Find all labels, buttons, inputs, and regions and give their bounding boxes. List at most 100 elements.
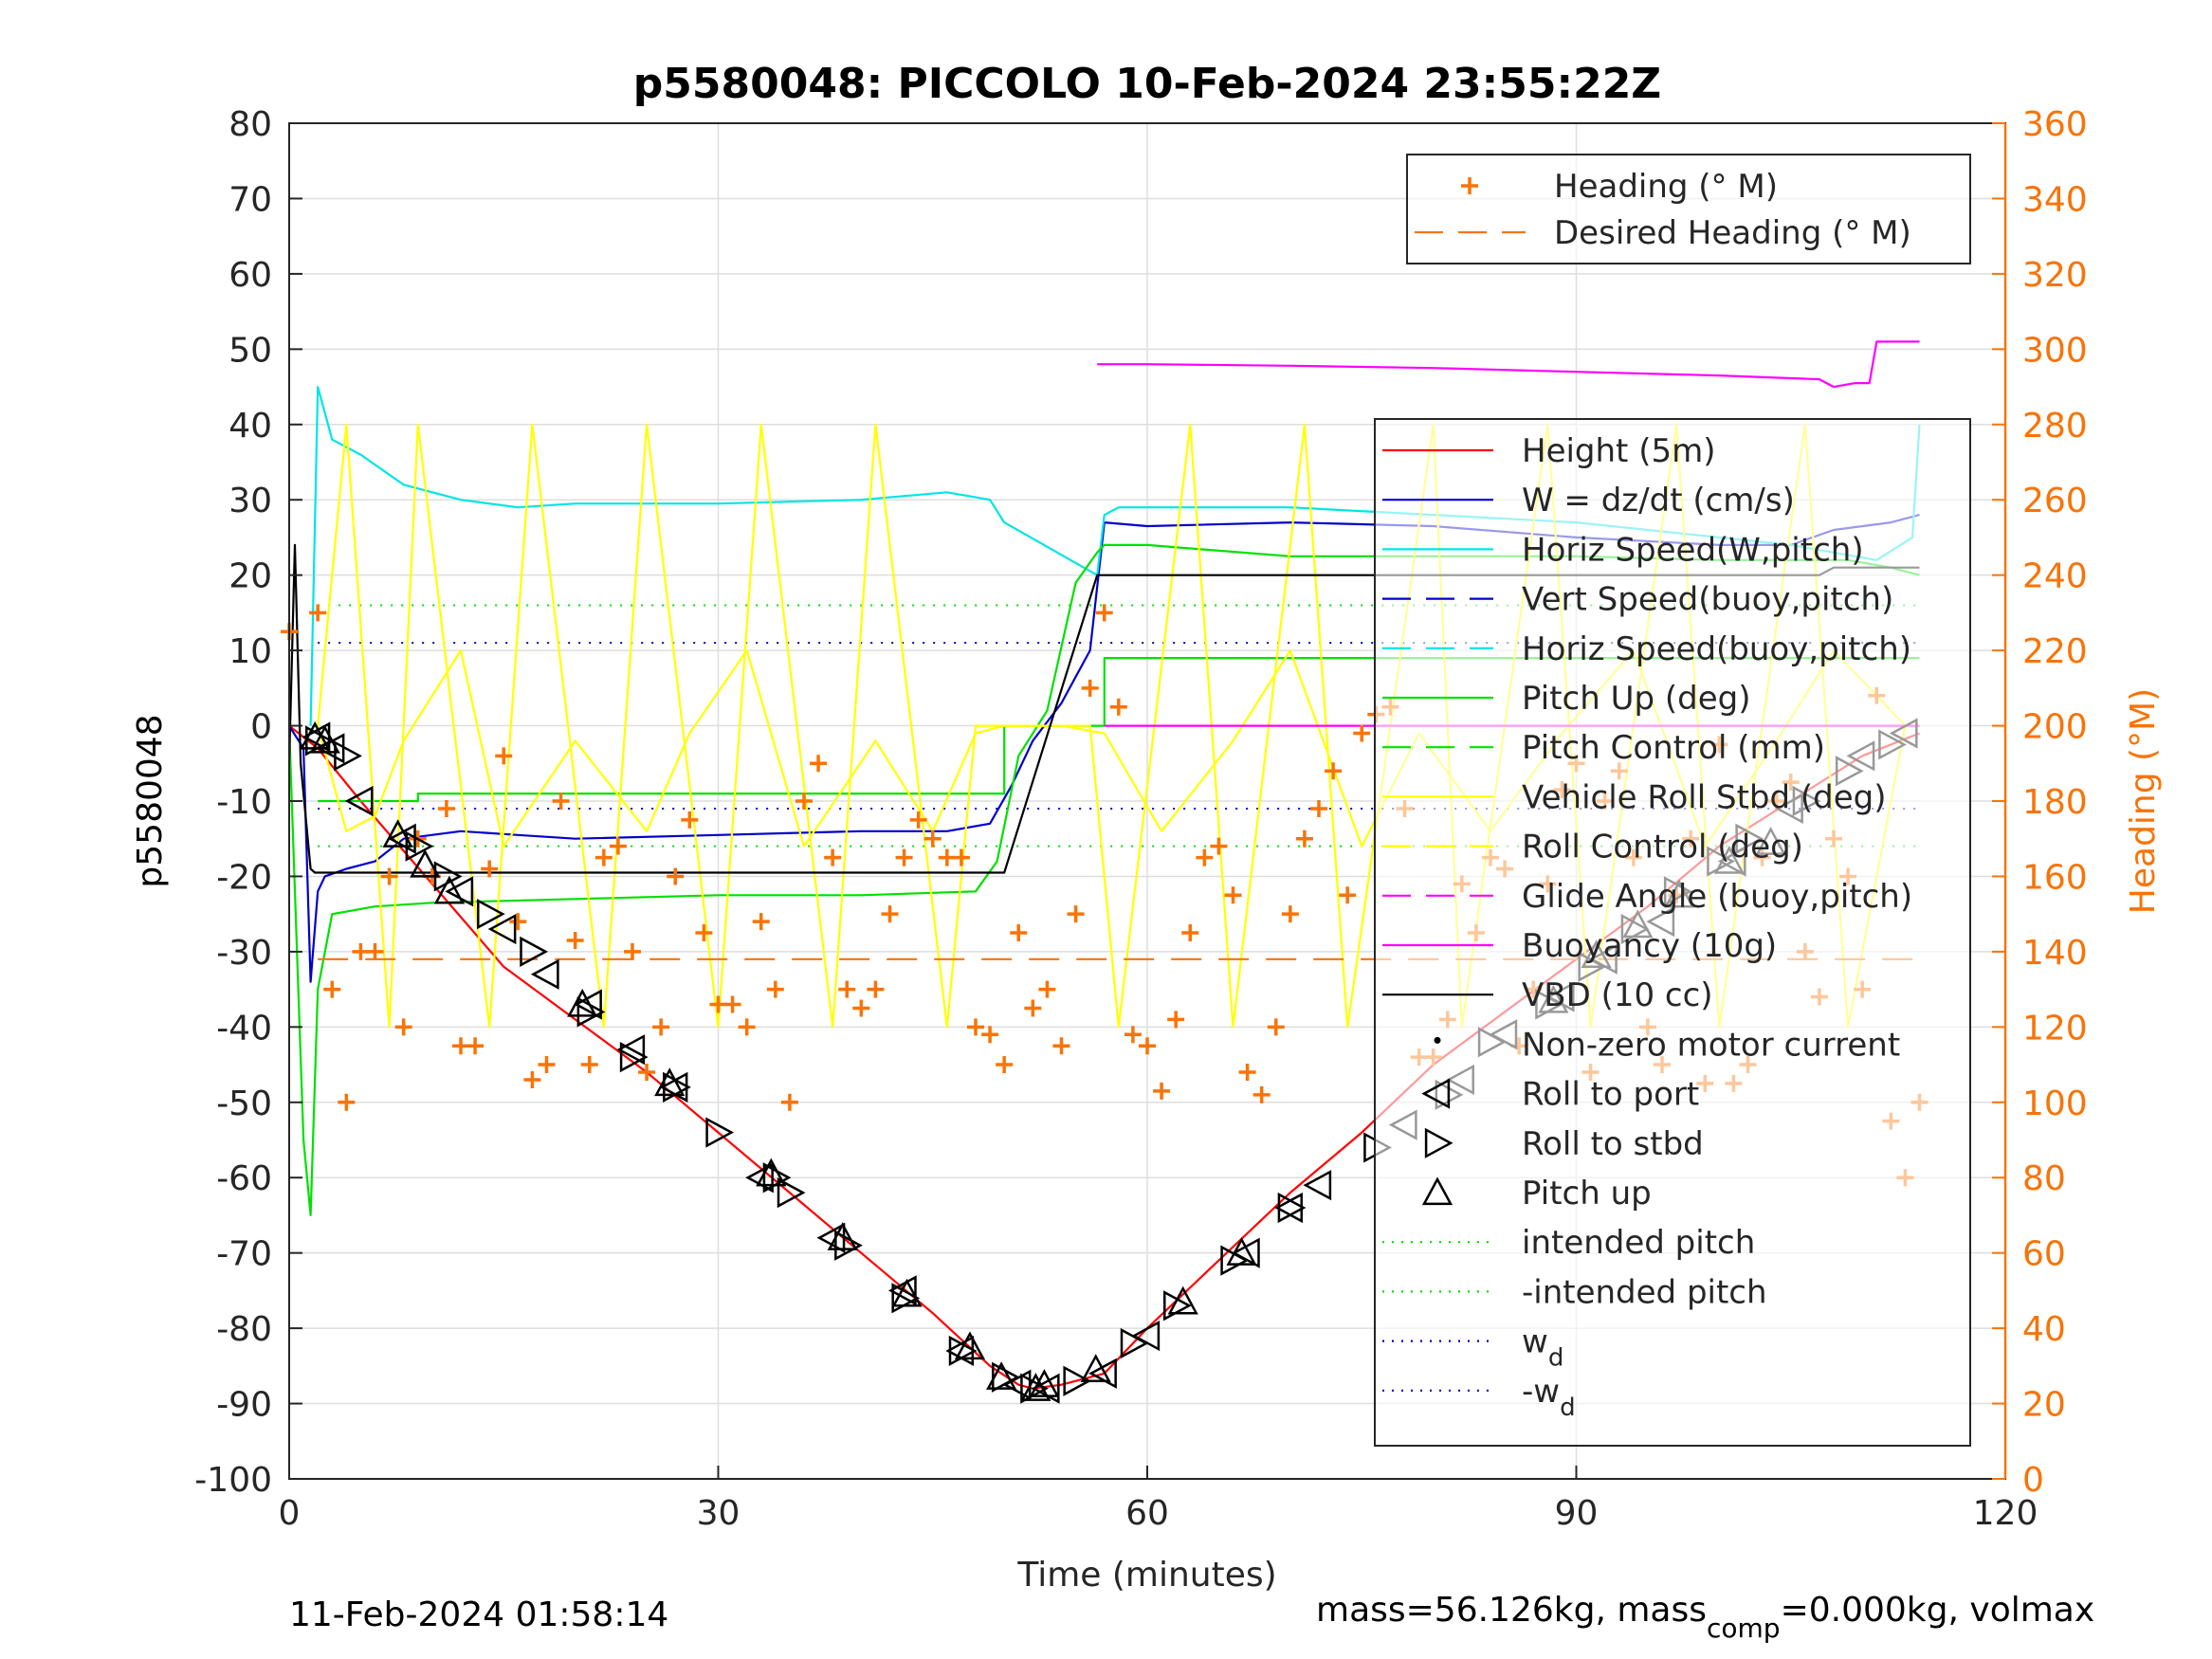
y-tick-label: -50 — [216, 1085, 272, 1123]
legend-entry-pitch-up-deg: Pitch Up (deg) — [1382, 680, 1750, 718]
legend-main-box — [1374, 418, 1971, 1447]
y-right-tick-label: 300 — [2022, 331, 2088, 370]
heading-point — [852, 999, 870, 1017]
heading-point — [466, 1037, 484, 1055]
legend-heading: Heading (° M) Desired Heading (° M) — [1406, 154, 1971, 264]
legend-label: Horiz Speed(W,pitch) — [1522, 531, 1864, 569]
heading-point — [1310, 799, 1327, 817]
heading-point — [437, 799, 455, 817]
heading-point — [895, 848, 913, 866]
heading-point — [723, 995, 741, 1013]
heading-point — [838, 980, 856, 998]
legend-label: VBD (10 cc) — [1522, 976, 1713, 1014]
heading-point — [695, 924, 713, 942]
heading-point — [738, 1018, 756, 1036]
roll-to-stbd-marker — [834, 1230, 863, 1261]
heading-point — [1095, 604, 1113, 622]
heading-point — [795, 793, 813, 810]
legend-sample — [1434, 1036, 1441, 1044]
legend-entry-glide-angle-buoy-pitch: Glide Angle (buoy,pitch) — [1382, 878, 1912, 916]
x-tick-label: 0 — [279, 1494, 301, 1533]
axis-layer: 0 30 60 90 120-100-90-80-70-60-50-40-30-20-1… — [194, 105, 2087, 1533]
heading-point — [667, 867, 685, 885]
heading-point — [681, 811, 699, 829]
pitch-up-marker — [654, 1067, 686, 1097]
heading-point — [1295, 830, 1313, 848]
legend-label: Roll to stbd — [1522, 1125, 1704, 1163]
legend-label: W = dz/dt (cm/s) — [1522, 482, 1795, 520]
y-right-tick-label: 280 — [2022, 407, 2088, 446]
heading-point — [1038, 980, 1056, 998]
pitch-up-marker — [410, 848, 441, 878]
legend-main: Height (5m) W = dz/dt (cm/s) Horiz Speed(W… — [1374, 418, 1971, 1447]
roll-to-stbd-marker — [520, 936, 549, 967]
y-right-tick-label: 260 — [2022, 482, 2088, 520]
pitch-up-marker — [1020, 1373, 1051, 1401]
y-tick-label: 40 — [229, 407, 272, 446]
y-axis-label: p5580048 — [131, 714, 170, 887]
y-tick-label: -60 — [216, 1159, 272, 1198]
legend-entry-roll-to-port: Roll to port — [1421, 1076, 1699, 1114]
heading-point — [538, 1056, 556, 1074]
roll-to-port-marker — [344, 785, 374, 817]
roll-to-stbd-marker — [777, 1177, 806, 1209]
heading-point — [366, 942, 384, 960]
legend-entry-vehicle-roll-stbd-deg: Vehicle Roll Stbd (deg) — [1382, 778, 1887, 816]
footer-mass: mass=56.126kg, masscomp=0.000kg, volmax — [1316, 1591, 2094, 1644]
x-tick-label: 90 — [1555, 1494, 1599, 1533]
y-right-tick-label: 180 — [2022, 783, 2088, 822]
legend-entry-intended-pitch: intended pitch — [1382, 1224, 1755, 1262]
legend-entry-non-zero-motor-current: Non-zero motor current — [1434, 1026, 1900, 1064]
pitch-up-marker — [1029, 1369, 1060, 1397]
y-right-tick-label: 140 — [2022, 934, 2088, 973]
legend-label: Height (5m) — [1522, 432, 1715, 470]
roll-to-port-marker — [487, 913, 517, 945]
heading-point — [624, 942, 641, 960]
heading-point — [495, 747, 513, 765]
legend-label: Roll to port — [1522, 1076, 1699, 1114]
heading-point — [380, 867, 398, 885]
series-pitch-control-mm — [318, 657, 1920, 803]
legend-entry-height-5m: Height (5m) — [1382, 432, 1715, 470]
heading-point — [1181, 924, 1199, 942]
heading-point — [309, 604, 327, 622]
y-right-tick-label: 0 — [2022, 1461, 2044, 1500]
legend-entry-w-dz-dt-cm-s: W = dz/dt (cm/s) — [1382, 482, 1795, 520]
roll-to-stbd-marker — [705, 1117, 735, 1148]
y-tick-label: 80 — [229, 105, 272, 144]
pitch-up-marker — [1226, 1237, 1257, 1266]
legend-entry-horiz-speed-buoy-pitch: Horiz Speed(buoy,pitch) — [1382, 630, 1911, 668]
footer-date: 11-Feb-2024 01:58:14 — [289, 1595, 668, 1634]
y-tick-label: 70 — [229, 180, 272, 219]
legend-entry-horiz-speed-w-pitch: Horiz Speed(W,pitch) — [1382, 531, 1864, 569]
heading-point — [394, 1018, 412, 1036]
heading-point — [481, 860, 499, 878]
heading-point — [1124, 1026, 1142, 1044]
x-tick-label: 30 — [697, 1494, 740, 1533]
heading-point — [1210, 837, 1228, 855]
pitch-up-marker — [1167, 1285, 1198, 1315]
y-tick-label: -40 — [216, 1009, 272, 1048]
heading-point — [1196, 848, 1214, 866]
y-tick-label: -80 — [216, 1310, 272, 1349]
y-axis-right-label: Heading (°M) — [2124, 688, 2163, 914]
heading-point — [1081, 679, 1099, 697]
y-right-tick-label: 120 — [2022, 1009, 2088, 1048]
y-tick-label: -70 — [216, 1235, 272, 1274]
legend-label: Roll Control (deg) — [1522, 829, 1803, 866]
roll-to-stbd-marker — [1120, 1327, 1149, 1359]
heading-point — [766, 980, 784, 998]
chart-title: p5580048: PICCOLO 10-Feb-2024 23:55:22Z — [633, 60, 1661, 108]
legend-sample — [1421, 1176, 1453, 1206]
legend-label: Vehicle Roll Stbd (deg) — [1522, 778, 1887, 816]
heading-point — [981, 1026, 999, 1044]
heading-point — [580, 1056, 598, 1074]
y-tick-label: 30 — [229, 482, 272, 520]
roll-to-stbd-marker — [619, 1042, 649, 1073]
y-right-tick-label: 220 — [2022, 632, 2088, 671]
roll-to-port-marker — [530, 958, 559, 990]
heading-point — [609, 837, 627, 855]
legend-sample — [1461, 177, 1478, 194]
legend-entry-vert-speed-buoy-pitch: Vert Speed(buoy,pitch) — [1382, 581, 1893, 619]
heading-point — [996, 1056, 1014, 1074]
